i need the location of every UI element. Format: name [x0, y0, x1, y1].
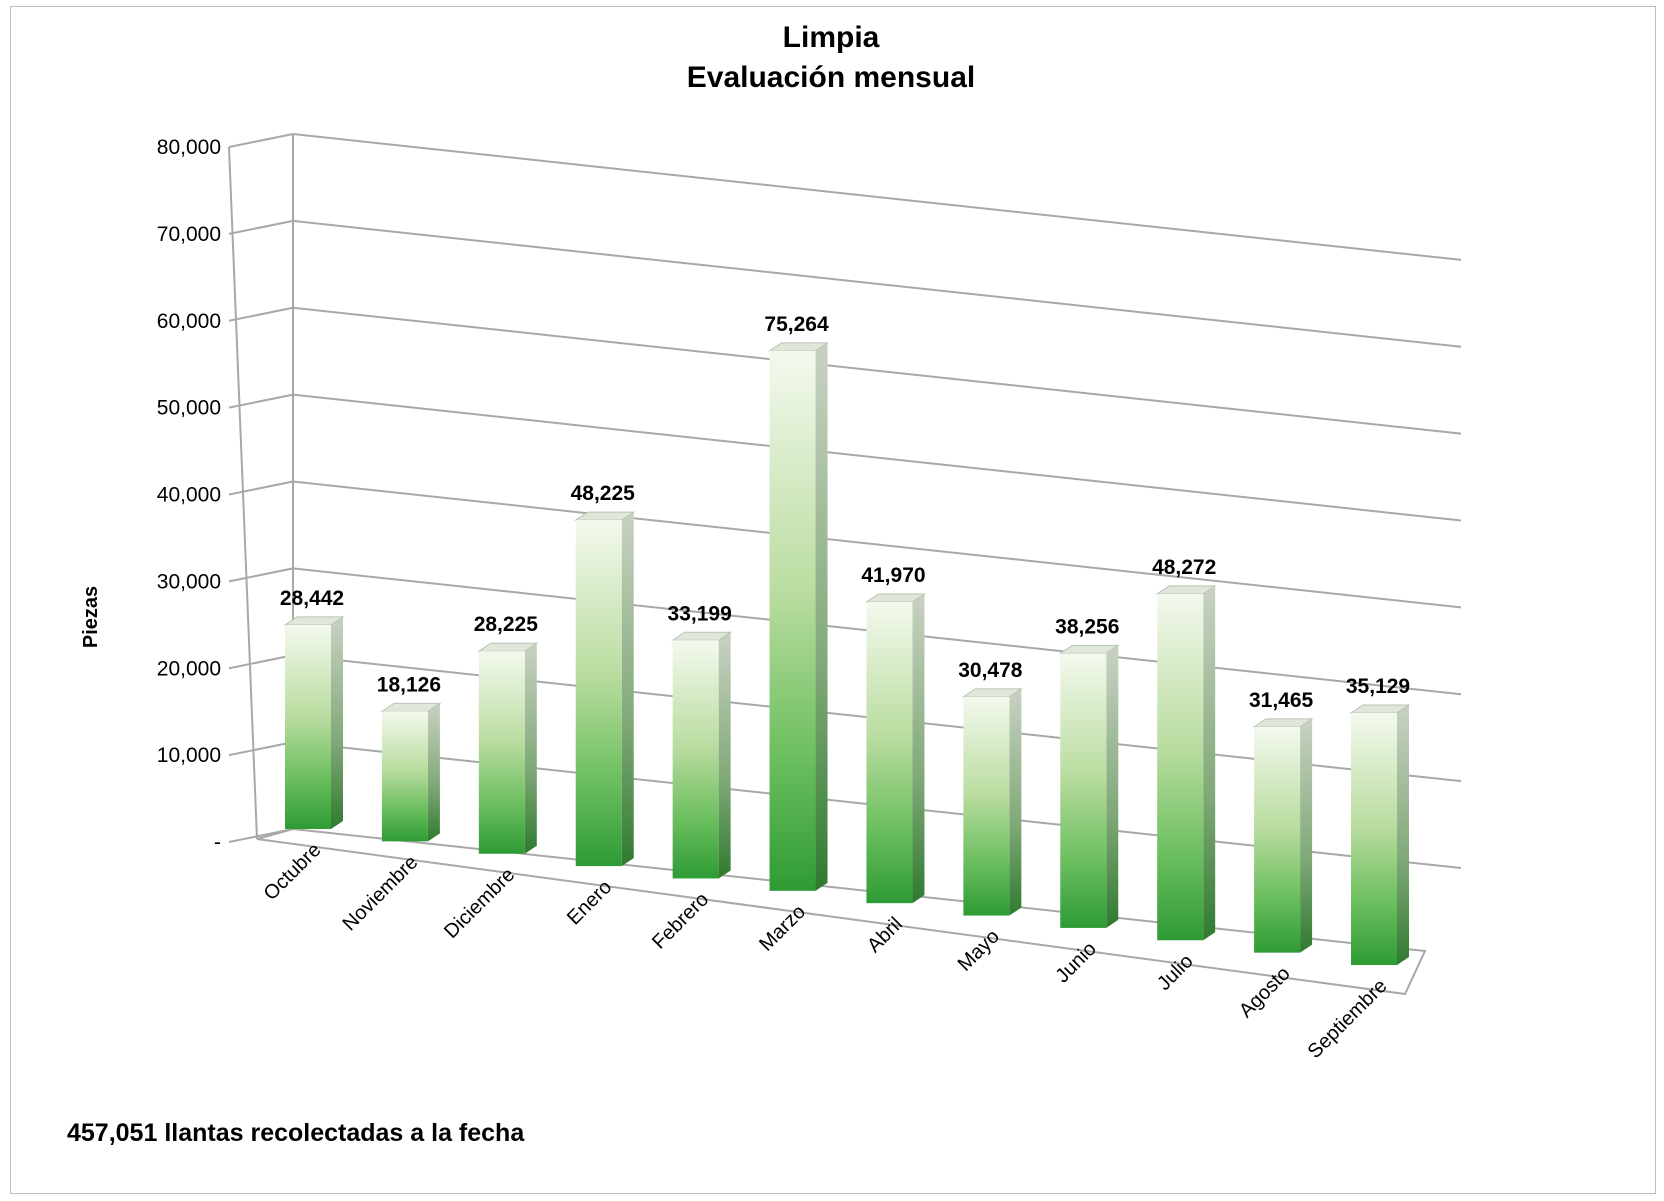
y-tick-label: 70,000: [157, 223, 221, 246]
bar: [1252, 718, 1314, 953]
data-label: 28,225: [474, 613, 539, 636]
bar: [1349, 704, 1411, 965]
data-label: 41,970: [861, 564, 925, 587]
bar-front: [381, 711, 428, 842]
bar-front: [1060, 653, 1107, 928]
gridline: [292, 393, 1462, 522]
bar-side: [718, 632, 731, 879]
bar-front: [1351, 712, 1397, 965]
gridline: [292, 480, 1462, 609]
bar-side: [1009, 688, 1022, 916]
data-label: 48,272: [1152, 556, 1216, 579]
chart-title-line-1: Limpia: [783, 21, 880, 54]
bar: [864, 593, 927, 904]
data-label: 35,129: [1346, 675, 1410, 698]
bar-front: [1157, 593, 1204, 941]
wall-gridline: [228, 654, 294, 670]
bars: 28,442 18,126 28,225 48,225 33,199 75,264 41,9…: [280, 313, 1411, 965]
bar: [283, 616, 345, 829]
data-label: 38,256: [1055, 615, 1119, 638]
bar-front: [866, 602, 913, 904]
y-tick-label: 60,000: [157, 310, 221, 333]
y-tick-label: 80,000: [157, 136, 221, 159]
data-label: 75,264: [764, 313, 829, 336]
bar-side: [912, 594, 925, 904]
bar: [961, 688, 1024, 916]
gridline: [292, 219, 1462, 348]
y-tick-label: 50,000: [157, 397, 221, 420]
gridline: [292, 133, 1462, 261]
bar: [1058, 644, 1120, 928]
bar-front: [285, 624, 331, 829]
data-label: 33,199: [668, 602, 732, 625]
bar: [574, 511, 636, 867]
data-label: 30,478: [958, 659, 1023, 682]
data-label: 48,225: [571, 482, 636, 505]
wall-gridline: [228, 219, 294, 235]
wall-gridline: [228, 306, 294, 322]
bar-side: [1106, 645, 1119, 928]
bar-side: [1203, 585, 1216, 941]
y-tick-label: 40,000: [157, 484, 221, 507]
bar-front: [963, 696, 1010, 916]
bar: [1155, 585, 1217, 941]
bar-side: [1397, 704, 1409, 965]
y-tick-labels: - 10,000 20,000 30,000 40,000 50,000 60,000 70,…: [157, 136, 221, 854]
y-tick-label: 20,000: [157, 657, 221, 680]
bar-front: [1254, 726, 1301, 953]
wall-gridline: [228, 480, 294, 496]
total-note: 457,051 llantas recolectadas a la fecha: [67, 1119, 525, 1147]
bar-side: [331, 616, 343, 829]
bar-front: [672, 640, 719, 879]
bar-front: [769, 350, 816, 891]
chart: Limpia Evaluación mensual - 10,000 20,000 3…: [67, 21, 1462, 1147]
bar-front: [575, 520, 622, 867]
x-tick-label: Septiembre: [1304, 975, 1392, 1063]
x-tick-label: Mayo: [954, 926, 1004, 976]
y-tick-label: 10,000: [157, 744, 221, 767]
y-tick-label: 30,000: [157, 570, 221, 593]
chart-frame: Limpia Evaluación mensual - 10,000 20,000 3…: [10, 6, 1656, 1194]
x-tick-label: Octubre: [260, 839, 326, 905]
x-tick-label: Diciembre: [440, 864, 519, 943]
gridline: [292, 306, 1462, 435]
x-tick-label: Julio: [1153, 950, 1198, 995]
x-tick-label: Noviembre: [339, 851, 423, 935]
y-tick-label: -: [214, 831, 221, 854]
bar-side: [815, 342, 828, 891]
floor: [256, 827, 1427, 996]
chart-title-line-2: Evaluación mensual: [687, 61, 975, 94]
x-tick-label: Abril: [863, 913, 907, 957]
bar: [477, 642, 539, 854]
bar-front: [478, 651, 525, 854]
wall-gridline: [228, 133, 294, 148]
y-axis-line: [228, 146, 258, 840]
bar-side: [1300, 718, 1313, 953]
y-axis-label: Piezas: [80, 586, 102, 648]
bar: [670, 631, 733, 879]
bar: [380, 702, 442, 842]
wall-gridline: [228, 567, 294, 583]
bar-side: [524, 643, 537, 854]
x-tick-label: Febrero: [648, 888, 713, 953]
bar-side: [621, 512, 634, 867]
data-label: 31,465: [1249, 689, 1314, 712]
x-tick-label: Junio: [1051, 938, 1100, 987]
data-label: 18,126: [377, 673, 441, 696]
bar: [767, 342, 830, 891]
data-label: 28,442: [280, 587, 344, 610]
bar-side: [427, 703, 440, 842]
wall-gridline: [228, 741, 294, 757]
